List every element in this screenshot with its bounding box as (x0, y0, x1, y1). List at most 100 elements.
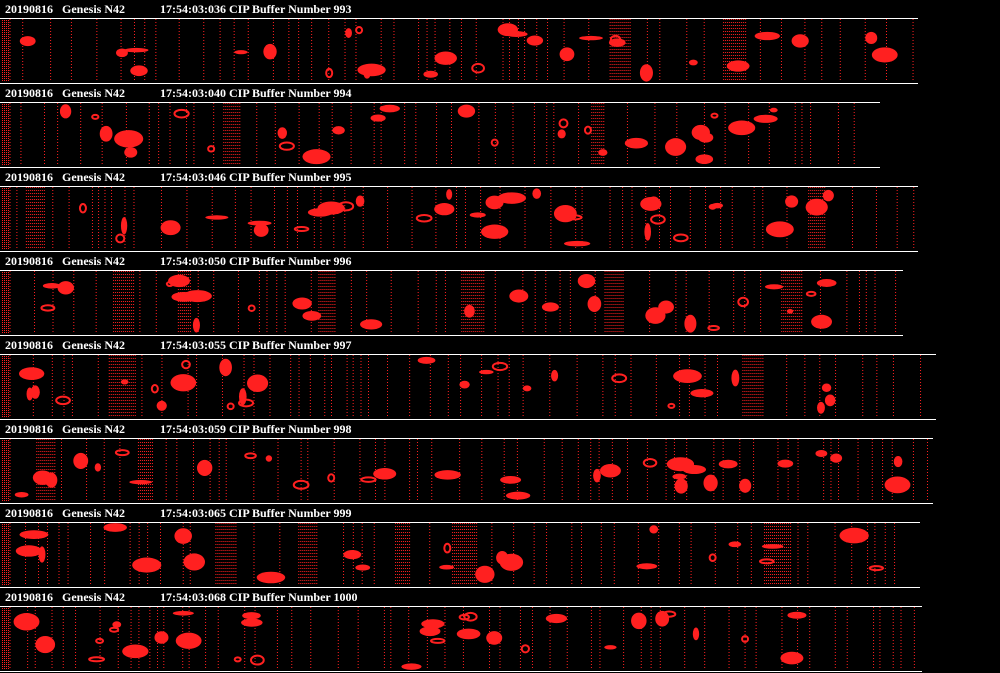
particle (172, 610, 194, 616)
particle (42, 283, 61, 289)
particle (509, 289, 529, 303)
particle (168, 274, 190, 288)
particle-ring (226, 402, 235, 411)
particle (839, 527, 869, 544)
particle-ring (642, 458, 658, 468)
particle (780, 651, 804, 665)
particle-ring (181, 359, 191, 370)
particle (457, 104, 476, 118)
particle (156, 400, 167, 411)
particle (401, 663, 422, 670)
strip-date: 20190816 (5, 170, 53, 184)
particle (307, 208, 333, 217)
strip-label: 17:54:03:068 CIP Buffer Number 1000 (160, 590, 358, 604)
strip-platform: Genesis N42 (62, 170, 125, 184)
particle (205, 215, 229, 220)
particle (563, 240, 591, 247)
particle (777, 459, 794, 468)
particle (122, 644, 149, 659)
strip-platform: Genesis N42 (62, 506, 125, 520)
particle (579, 35, 603, 41)
particle (532, 188, 542, 199)
particle (183, 553, 206, 571)
particle-ring (759, 558, 775, 565)
particle (302, 149, 331, 165)
strip-date: 20190816 (5, 254, 53, 268)
buffer-strip: 20190816 Genesis N42 17:54:03:050 CIP Buff… (0, 254, 903, 336)
particle (769, 107, 778, 113)
particle (132, 557, 162, 573)
particle (816, 279, 837, 287)
particle (434, 51, 457, 65)
strip-platform: Genesis N42 (62, 590, 125, 604)
particle (711, 202, 724, 209)
particle (302, 310, 322, 321)
particle-ring (244, 452, 257, 460)
particle-ring (360, 476, 377, 483)
particle-ring (327, 473, 336, 483)
particle-ring (491, 361, 509, 372)
particle (19, 36, 36, 47)
particle (673, 369, 702, 384)
particle (242, 612, 261, 620)
particle (726, 60, 750, 72)
particle (355, 195, 365, 207)
dense-region (1, 19, 9, 82)
particle-ring (661, 610, 677, 618)
particle (423, 70, 438, 78)
strip-date: 20190816 (5, 2, 53, 16)
particle (419, 626, 441, 637)
particle (624, 137, 649, 149)
particle (505, 491, 531, 500)
particle (805, 198, 828, 216)
particle (99, 125, 113, 142)
dense-region (1, 271, 9, 334)
particle (551, 369, 559, 382)
particle (103, 523, 127, 532)
particle (253, 223, 269, 237)
particle (73, 452, 89, 469)
buffer-strip: 20190816 Genesis N42 17:54:03:059 CIP Buff… (0, 422, 933, 504)
particle-ring (650, 214, 666, 225)
particle (38, 546, 46, 563)
particle-ring (415, 214, 433, 223)
particle (32, 470, 53, 485)
particle (434, 470, 461, 480)
particle (175, 632, 202, 649)
particle (728, 120, 756, 136)
particle (13, 613, 40, 631)
particle (129, 479, 153, 485)
particle (59, 104, 72, 119)
particle (684, 314, 697, 333)
strip-label: 17:54:03:055 CIP Buffer Number 997 (160, 338, 352, 352)
particle (439, 564, 455, 570)
particle (355, 564, 371, 571)
particle-ring (566, 214, 583, 221)
particle (577, 273, 596, 289)
particle (786, 308, 794, 314)
particle-ring (150, 384, 159, 394)
particle (817, 401, 825, 414)
particle (197, 459, 213, 476)
particle (486, 631, 503, 645)
dense-region (1, 439, 9, 502)
particle (479, 369, 494, 375)
particle-ring (249, 654, 265, 666)
particle (559, 47, 575, 62)
particle (94, 463, 102, 472)
particle-ring (490, 138, 499, 147)
particle (731, 369, 740, 387)
particle (649, 525, 659, 534)
buffer-strip: 20190816 Genesis N42 17:54:03:055 CIP Buff… (0, 338, 936, 420)
particle (497, 23, 519, 37)
particle (14, 491, 29, 498)
particle-ring (667, 402, 676, 409)
particle (871, 47, 898, 63)
particle-ring (609, 34, 622, 44)
particle (587, 296, 602, 313)
particle (557, 129, 566, 139)
particle (370, 114, 386, 122)
particle-ring (737, 296, 749, 308)
buffer-strip: 20190816 Genesis N42 17:54:03:040 CIP Buff… (0, 86, 880, 168)
particle (658, 300, 674, 314)
